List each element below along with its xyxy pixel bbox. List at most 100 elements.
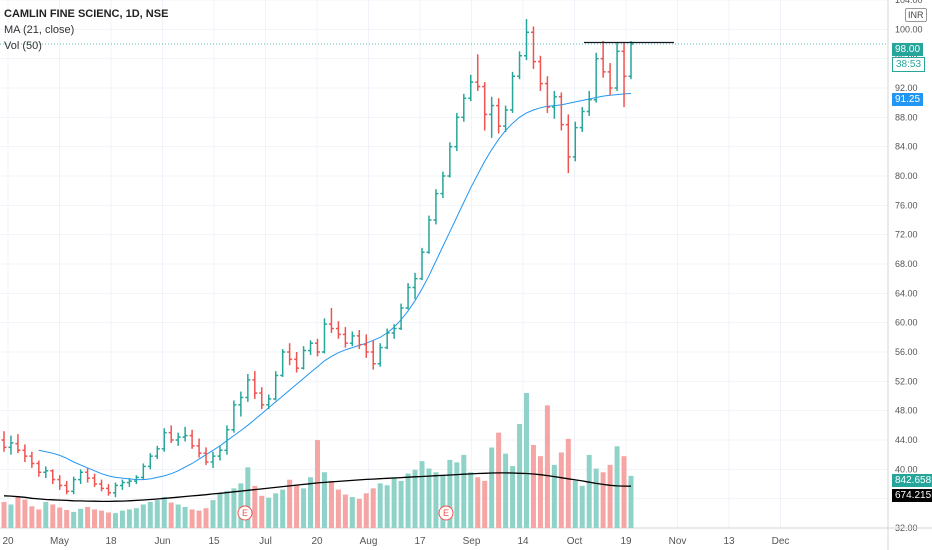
volume-ma-value-tag: 674.215K: [892, 489, 932, 502]
ohlc-bar[interactable]: [231, 400, 237, 433]
ohlc-bar[interactable]: [78, 469, 84, 484]
ohlc-bar[interactable]: [182, 426, 188, 442]
ohlc-bar[interactable]: [544, 76, 550, 113]
ohlc-bar[interactable]: [496, 98, 502, 134]
ohlc-bar[interactable]: [398, 303, 404, 330]
ohlc-bar[interactable]: [85, 467, 91, 483]
ohlc-bar[interactable]: [454, 112, 460, 152]
ohlc-bar[interactable]: [1, 431, 7, 452]
ohlc-bar[interactable]: [363, 334, 369, 358]
ohlc-bar[interactable]: [15, 434, 21, 454]
volume-indicator-label[interactable]: Vol (50): [4, 40, 42, 52]
ohlc-bar[interactable]: [391, 324, 397, 339]
ohlc-bar[interactable]: [600, 41, 606, 78]
ma-indicator-label[interactable]: MA (21, close): [4, 24, 75, 36]
ohlc-bar[interactable]: [99, 479, 105, 492]
ohlc-bar[interactable]: [377, 343, 383, 367]
ohlc-bar[interactable]: [168, 425, 174, 443]
ohlc-bar[interactable]: [287, 343, 293, 366]
ohlc-bar[interactable]: [43, 466, 49, 479]
volume-bar: [607, 464, 613, 528]
ohlc-bar[interactable]: [92, 473, 98, 487]
ohlc-bar[interactable]: [503, 105, 509, 132]
ohlc-bar[interactable]: [64, 481, 70, 495]
ohlc-bar[interactable]: [140, 463, 146, 480]
ohlc-bar[interactable]: [551, 90, 557, 119]
ohlc-bar[interactable]: [8, 435, 14, 455]
ohlc-bar[interactable]: [579, 107, 585, 132]
ohlc-bar[interactable]: [524, 19, 529, 61]
ohlc-bar[interactable]: [266, 394, 272, 410]
ohlc-bar[interactable]: [405, 283, 411, 310]
ohlc-bar[interactable]: [126, 478, 132, 487]
ohlc-bar[interactable]: [273, 371, 279, 401]
ohlc-bar[interactable]: [196, 438, 202, 458]
ohlc-bar[interactable]: [558, 92, 564, 131]
earnings-marker-icon[interactable]: [237, 505, 253, 521]
ohlc-bar[interactable]: [349, 331, 355, 347]
symbol-title[interactable]: CAMLIN FINE SCIENC, 1D, NSE: [4, 8, 169, 20]
ohlc-bar[interactable]: [572, 121, 578, 162]
ohlc-bar[interactable]: [607, 63, 613, 96]
ohlc-bar[interactable]: [593, 52, 599, 103]
ohlc-bar[interactable]: [210, 451, 216, 468]
ohlc-bar[interactable]: [440, 171, 446, 198]
ohlc-bar[interactable]: [147, 453, 153, 470]
ohlc-bar[interactable]: [106, 484, 111, 496]
ohlc-bar[interactable]: [22, 444, 28, 462]
ohlc-bar[interactable]: [433, 189, 439, 225]
ohlc-bar[interactable]: [461, 93, 467, 122]
ohlc-bar[interactable]: [245, 374, 251, 402]
ohlc-bar[interactable]: [328, 308, 334, 333]
volume-bar: [377, 483, 383, 528]
ohlc-bar[interactable]: [175, 432, 181, 446]
ohlc-bar[interactable]: [154, 445, 160, 460]
ohlc-bar[interactable]: [510, 71, 516, 113]
ohlc-bar[interactable]: [57, 475, 63, 490]
ohlc-bar[interactable]: [315, 338, 320, 357]
ohlc-bar[interactable]: [217, 445, 223, 461]
ohlc-bar[interactable]: [419, 247, 425, 281]
ohlc-bar[interactable]: [50, 469, 56, 484]
ohlc-bar[interactable]: [252, 371, 258, 399]
ohlc-bar[interactable]: [342, 327, 348, 348]
ohlc-bar[interactable]: [203, 447, 209, 465]
ohlc-bar[interactable]: [133, 475, 139, 484]
ohlc-bar[interactable]: [161, 428, 167, 452]
ohlc-bar[interactable]: [370, 340, 376, 370]
ohlc-bar[interactable]: [259, 387, 265, 410]
ohlc-bar[interactable]: [238, 391, 244, 417]
ohlc-bar[interactable]: [321, 318, 327, 354]
ohlc-bar[interactable]: [189, 429, 195, 449]
ohlc-bar[interactable]: [280, 349, 286, 377]
ohlc-bar[interactable]: [426, 215, 432, 254]
ohlc-bar[interactable]: [356, 330, 362, 350]
ohlc-bar[interactable]: [384, 328, 390, 350]
ohlc-bar[interactable]: [294, 352, 300, 373]
ohlc-bar[interactable]: [308, 340, 314, 355]
ohlc-bar[interactable]: [530, 26, 536, 69]
ohlc-bar[interactable]: [224, 425, 230, 455]
ohlc-bar[interactable]: [36, 460, 42, 477]
ohlc-bar[interactable]: [71, 476, 77, 495]
ohlc-bar[interactable]: [412, 272, 418, 300]
ohlc-bar[interactable]: [537, 55, 543, 91]
ohlc-bar[interactable]: [489, 96, 495, 138]
ohlc-bar[interactable]: [475, 54, 481, 91]
ohlc-bar[interactable]: [621, 42, 627, 108]
ohlc-bar[interactable]: [482, 82, 488, 131]
ohlc-bar[interactable]: [119, 479, 125, 490]
ohlc-bar[interactable]: [29, 451, 35, 468]
ohlc-bar[interactable]: [614, 42, 620, 91]
earnings-marker-icon[interactable]: [438, 505, 454, 521]
ohlc-bar[interactable]: [447, 142, 453, 178]
ohlc-bar[interactable]: [301, 346, 307, 370]
ohlc-bar[interactable]: [586, 90, 592, 116]
ohlc-bar[interactable]: [517, 51, 523, 80]
ohlc-bar[interactable]: [335, 321, 341, 339]
ohlc-bar[interactable]: [468, 74, 474, 102]
volume-bar: [482, 480, 488, 528]
ohlc-bar[interactable]: [565, 114, 571, 174]
ohlc-bar[interactable]: [112, 482, 118, 498]
